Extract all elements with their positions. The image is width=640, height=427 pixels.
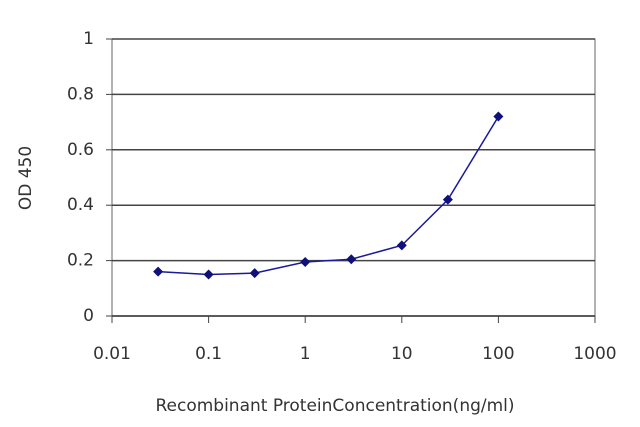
data-point xyxy=(153,266,164,277)
data-point xyxy=(346,254,357,265)
series-line xyxy=(158,116,500,276)
y-tick-label: 0 xyxy=(83,306,94,326)
data-point xyxy=(493,111,504,122)
x-tick-label: 1 xyxy=(300,344,311,364)
y-tick-label: 0.2 xyxy=(67,251,94,271)
x-tick-label: 0.1 xyxy=(195,344,222,364)
y-tick-label: 1 xyxy=(83,29,94,49)
x-axis-label: Recombinant ProteinConcentration(ng/ml) xyxy=(155,396,514,416)
data-point xyxy=(203,269,214,280)
data-point xyxy=(442,194,453,205)
x-tick-label: 1000 xyxy=(573,344,616,364)
y-axis-label: OD 450 xyxy=(16,146,36,210)
plot-area xyxy=(111,38,596,317)
data-point xyxy=(249,268,260,279)
y-tick-label: 0.8 xyxy=(67,84,94,104)
x-tick-label: 100 xyxy=(482,344,514,364)
x-tick-label: 10 xyxy=(391,344,413,364)
x-tick-label: 0.01 xyxy=(93,344,131,364)
y-tick-label: 0.4 xyxy=(67,195,94,215)
data-point xyxy=(396,240,407,251)
y-tick-label: 0.6 xyxy=(67,140,94,160)
data-point xyxy=(300,256,311,267)
